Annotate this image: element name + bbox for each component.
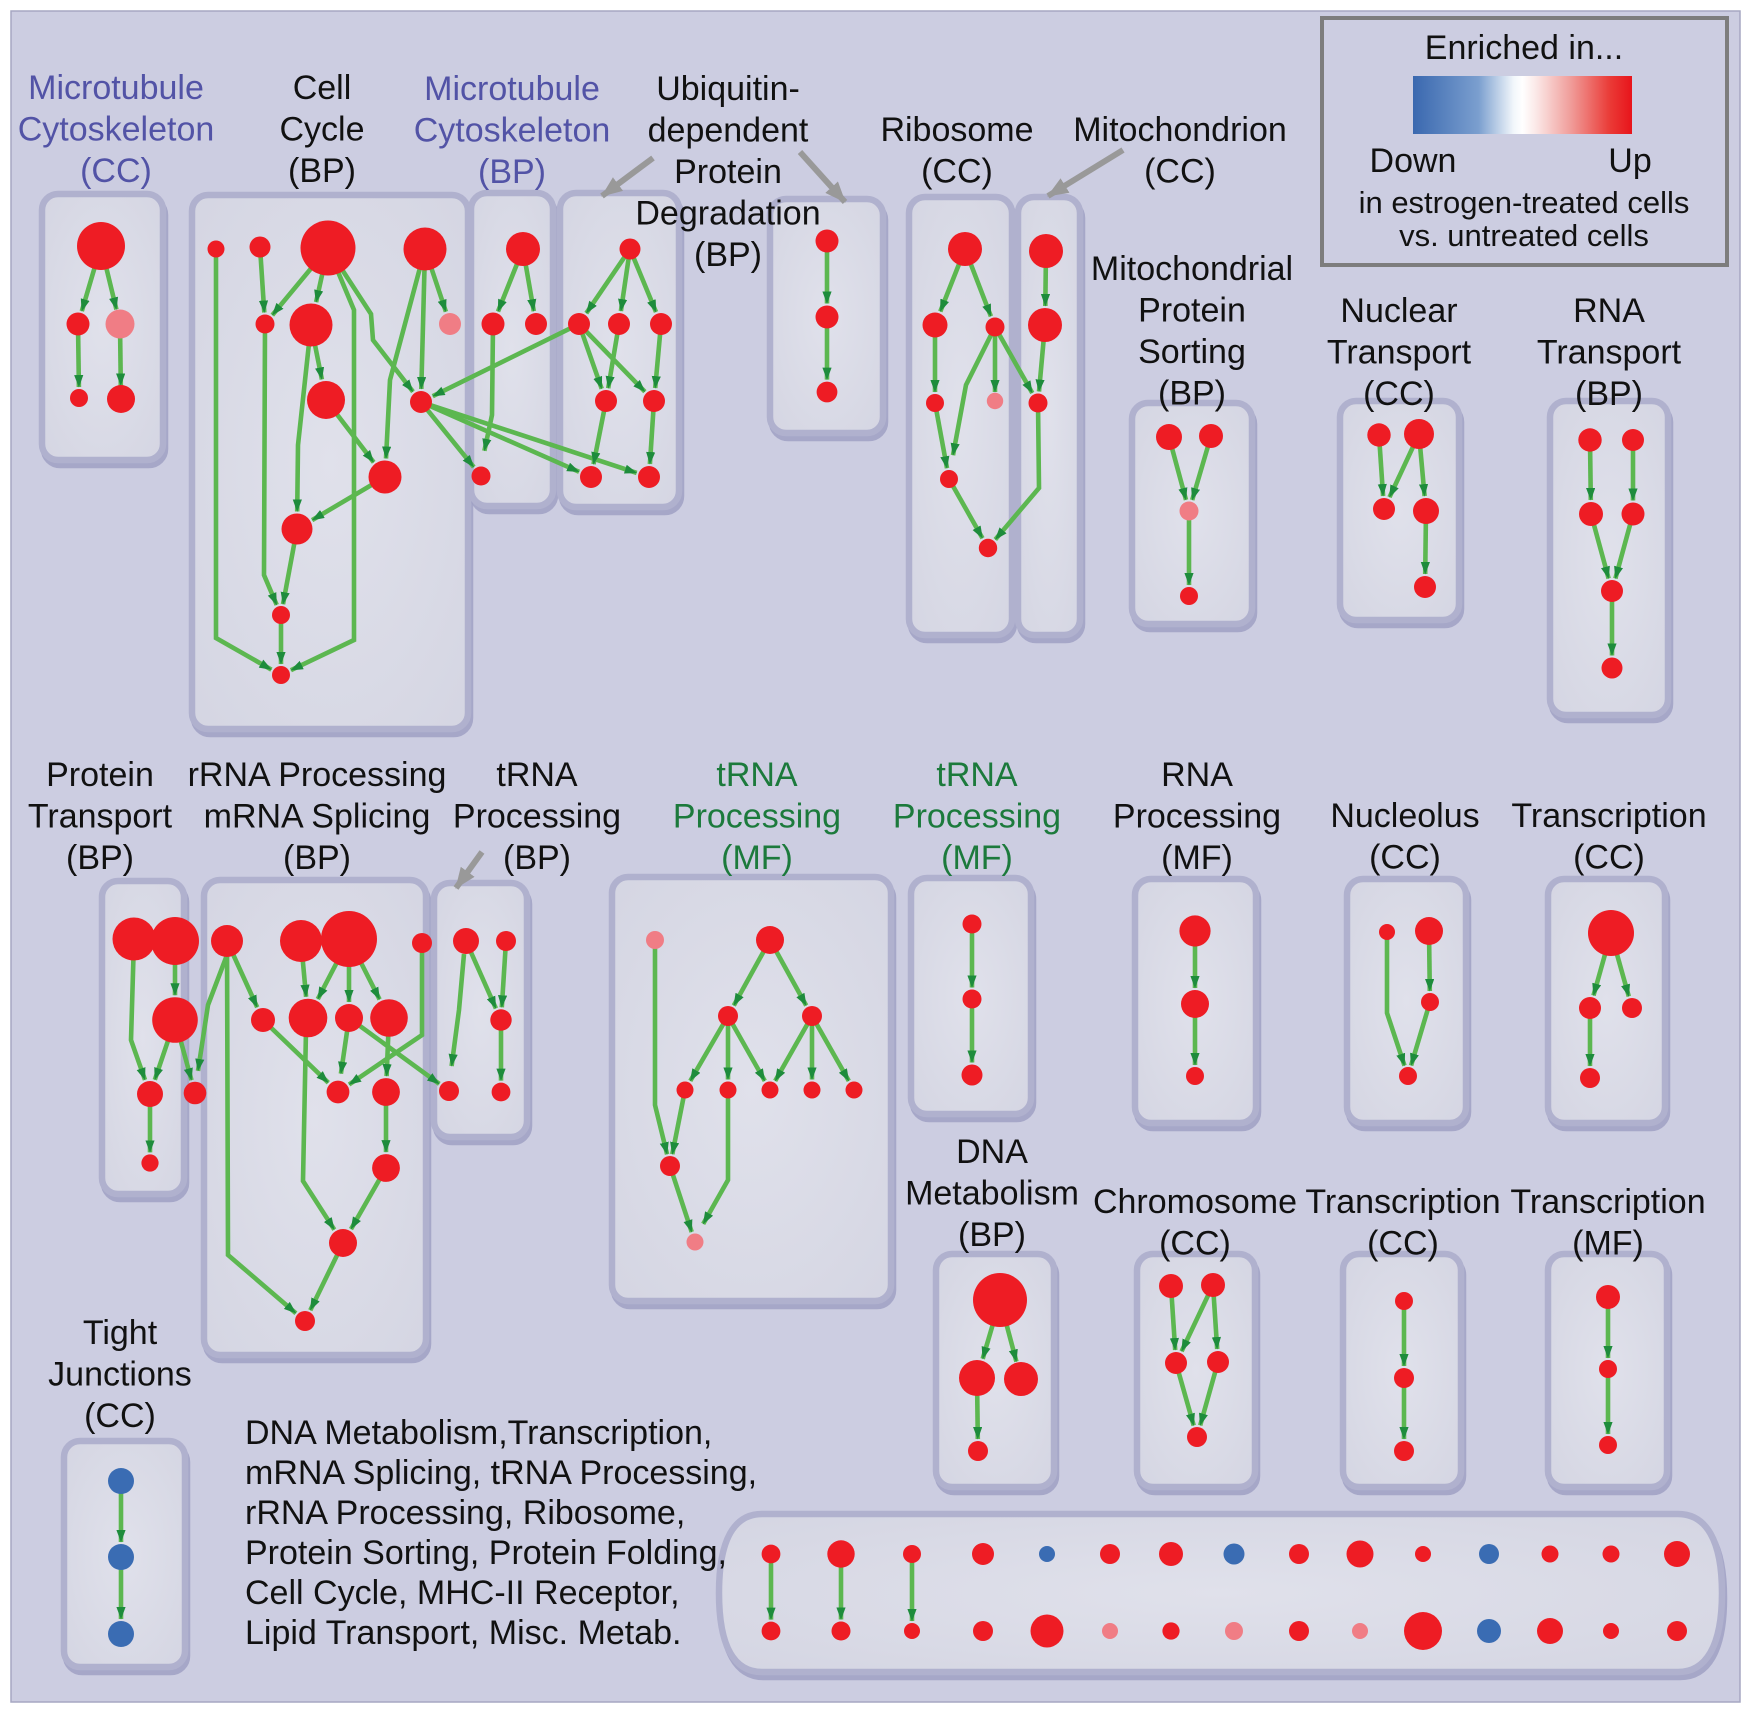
- svg-text:Transcription(MF): Transcription (MF): [1510, 1183, 1705, 1263]
- svg-text:Ribosome(CC): Ribosome (CC): [880, 111, 1033, 191]
- svg-text:Down: Down: [1370, 142, 1457, 180]
- svg-text:Transcription(CC): Transcription (CC): [1511, 797, 1706, 877]
- svg-text:Transcription(CC): Transcription (CC): [1305, 1183, 1500, 1263]
- svg-text:Chromosome(CC): Chromosome (CC): [1093, 1183, 1297, 1263]
- svg-text:Up: Up: [1608, 142, 1651, 180]
- svg-text:Mitochondrion(CC): Mitochondrion (CC): [1073, 111, 1287, 191]
- svg-text:DNA Metabolism,Transcription,m: DNA Metabolism,Transcription, mRNA Splici…: [245, 1414, 757, 1652]
- svg-text:Enriched in...: Enriched in...: [1425, 29, 1623, 67]
- svg-text:Nucleolus(CC): Nucleolus (CC): [1330, 797, 1479, 877]
